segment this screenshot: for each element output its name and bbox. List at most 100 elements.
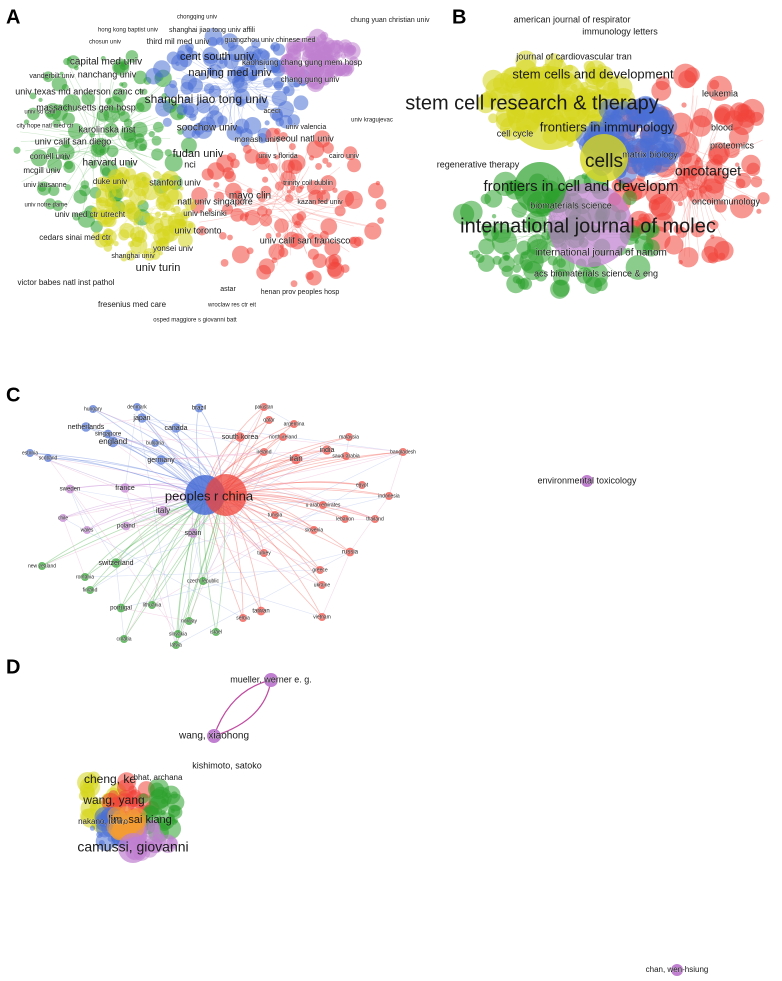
node-bubble	[677, 201, 683, 207]
node-label: thailand	[366, 516, 384, 522]
edge	[85, 417, 143, 428]
node-bubble	[256, 205, 268, 217]
node-bubble	[99, 177, 110, 187]
node-bubble	[162, 117, 172, 127]
node-bubble	[275, 232, 282, 238]
node-bubble	[156, 245, 161, 250]
node-bubble	[104, 197, 114, 207]
node-label: stanford univ	[149, 177, 201, 187]
node-bubble	[164, 153, 183, 172]
node-bubble	[259, 213, 273, 227]
node-label: frontiers in cell and developm	[483, 178, 678, 195]
node-bubble	[728, 126, 749, 147]
edge	[229, 177, 284, 197]
node-bubble	[123, 168, 137, 181]
node-label: univ valencia	[286, 124, 327, 131]
node-label: univ texas md anderson canc ctr	[15, 86, 145, 96]
node-bubble	[86, 586, 94, 594]
node-bubble	[194, 403, 204, 413]
node-label: cell cycle	[497, 128, 534, 138]
node-bubble	[756, 208, 762, 214]
node-label: russia	[342, 550, 359, 556]
edge	[120, 607, 190, 622]
edge	[192, 532, 204, 582]
node-bubble	[292, 48, 299, 55]
node-bubble	[274, 127, 281, 135]
node-label: hungary	[84, 406, 103, 412]
node-bubble	[469, 250, 474, 255]
node-label: acecr	[263, 108, 281, 115]
node-bubble	[138, 793, 149, 804]
node-bubble	[262, 176, 269, 183]
edge	[202, 484, 363, 582]
node-label: chile	[58, 515, 69, 521]
node-label: henan prov peoples hosp	[261, 289, 340, 296]
node-bubble	[287, 53, 293, 59]
node-bubble	[81, 91, 96, 106]
node-bubble	[171, 423, 181, 433]
node-bubble	[278, 247, 289, 258]
edge	[89, 101, 108, 161]
node-label: environmental toxicology	[537, 475, 637, 485]
node-bubble	[157, 225, 175, 244]
node-bubble	[44, 454, 52, 462]
node-label: slovakia	[169, 631, 187, 637]
node-bubble	[257, 133, 268, 144]
node-bubble	[89, 131, 96, 138]
node-bubble	[559, 58, 565, 63]
edge	[65, 167, 94, 210]
node-bubble	[506, 66, 590, 150]
node-bubble	[307, 232, 314, 240]
node-label: singapore	[95, 432, 122, 438]
node-bubble	[112, 814, 118, 820]
node-bubble	[265, 232, 272, 239]
node-bubble	[197, 226, 207, 236]
node-bubble	[157, 812, 175, 830]
node-bubble	[625, 255, 651, 280]
node-label: new zealand	[28, 563, 56, 569]
node-bubble	[284, 194, 294, 203]
node-label: brazil	[192, 406, 206, 412]
node-bubble	[196, 99, 211, 114]
node-label: camussi, giovanni	[77, 839, 188, 855]
node-label: univ so calif	[24, 110, 56, 116]
edge	[84, 569, 321, 578]
node-label: israel	[210, 629, 222, 635]
node-bubble	[106, 145, 119, 158]
node-bubble	[239, 614, 247, 622]
node-bubble	[187, 47, 194, 54]
node-bubble	[686, 189, 695, 198]
node-bubble	[308, 53, 321, 66]
node-bubble	[757, 192, 770, 205]
node-bubble	[219, 232, 227, 240]
node-bubble	[89, 405, 97, 413]
node-bubble	[234, 197, 243, 206]
node-bubble	[345, 433, 353, 441]
node-bubble	[67, 56, 72, 62]
node-bubble	[580, 134, 628, 182]
node-bubble	[286, 189, 292, 194]
edge	[297, 176, 308, 195]
node-label: chung yuan christian univ	[351, 17, 430, 24]
edge	[298, 208, 370, 228]
node-bubble	[264, 673, 278, 687]
node-bubble	[125, 160, 134, 169]
panel-letter: C	[6, 384, 20, 406]
edge	[29, 452, 321, 571]
node-label: ireland	[256, 449, 271, 455]
node-bubble	[184, 198, 197, 211]
node-bubble	[156, 455, 166, 465]
node-bubble	[320, 218, 338, 235]
edge	[115, 562, 125, 640]
node-bubble	[368, 182, 384, 199]
edge	[274, 451, 404, 516]
node-bubble	[482, 69, 505, 92]
node-label: sweden	[60, 487, 81, 493]
node-label: trinity coll dublin	[283, 180, 333, 187]
edge	[213, 679, 272, 737]
node-label: croatia	[116, 636, 131, 642]
edge	[21, 112, 98, 183]
node-bubble	[240, 128, 253, 141]
node-label: tunisia	[268, 512, 283, 518]
node-bubble	[148, 601, 156, 609]
